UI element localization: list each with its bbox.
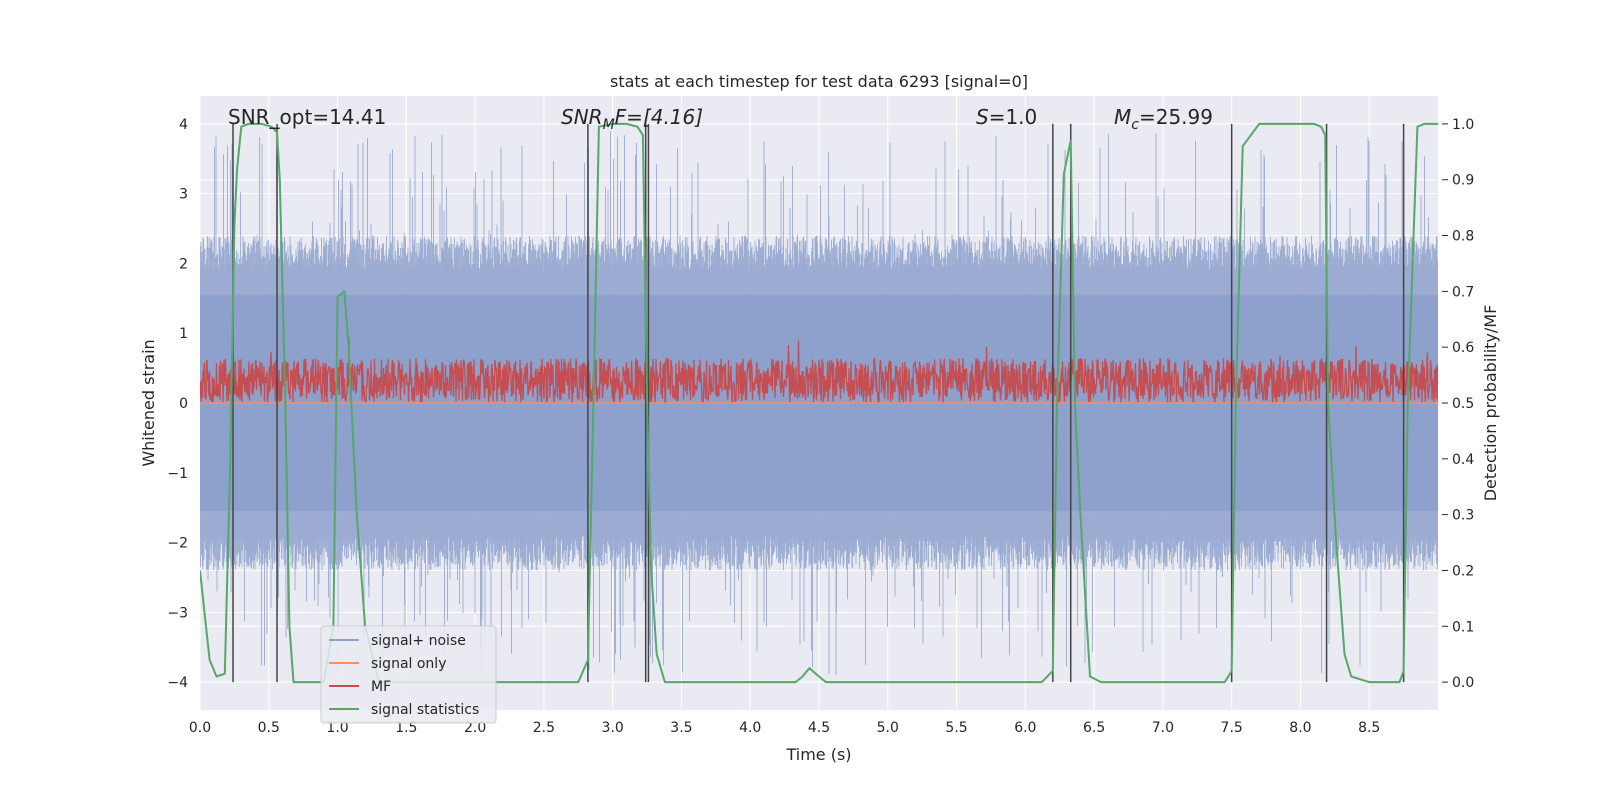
y-right-tick-label: 0.4 xyxy=(1452,452,1474,468)
x-tick-label: 0.0 xyxy=(189,720,211,736)
y-right-tick-label: 0.6 xyxy=(1452,340,1474,356)
y-tick-label: 3 xyxy=(179,187,188,203)
legend-label-mf: MF xyxy=(371,679,391,695)
y-tick-label: −1 xyxy=(167,466,188,482)
s-annotation: S=1.0 xyxy=(976,105,1037,129)
s-rest: =1.0 xyxy=(989,105,1038,129)
legend-label-signal-only: signal only xyxy=(371,656,446,672)
y-axis-label: Whitened strain xyxy=(139,339,158,466)
y-tick-label: −3 xyxy=(167,605,188,621)
y-right-tick-label: 0.9 xyxy=(1452,173,1474,189)
s-var: S xyxy=(976,105,989,129)
snr-mf-rest: F=[4.16] xyxy=(615,105,703,129)
snr-mf-annotation: SNRMF=[4.16] xyxy=(561,105,703,133)
y-right-tick-label: 1.0 xyxy=(1452,117,1474,133)
y-tick-label: 0 xyxy=(179,396,188,412)
snr-opt-annotation: SNR_opt=14.41 xyxy=(228,105,386,129)
y-right-tick-label: 0.8 xyxy=(1452,229,1474,245)
x-tick-label: 6.5 xyxy=(1083,720,1105,736)
mc-annotation: Mc=25.99 xyxy=(1114,105,1213,133)
vertical-markers xyxy=(232,123,1405,683)
x-tick-label: 8.0 xyxy=(1289,720,1311,736)
x-tick-label: 3.5 xyxy=(670,720,692,736)
mc-rest: =25.99 xyxy=(1139,105,1213,129)
mc-sub: c xyxy=(1131,117,1139,133)
legend: signal+ noise signal only MF signal stat… xyxy=(320,625,497,724)
mc-var: M xyxy=(1114,105,1131,129)
y-axis-right-label: Detection probability/MF xyxy=(1481,305,1500,502)
y-tick-label: 2 xyxy=(179,256,188,272)
x-tick-label: 7.5 xyxy=(1221,720,1243,736)
x-tick-label: 0.5 xyxy=(258,720,280,736)
legend-box xyxy=(320,625,497,724)
x-tick-label: 2.5 xyxy=(533,720,555,736)
x-tick-label: 5.5 xyxy=(945,720,967,736)
x-axis-label: Time (s) xyxy=(785,745,851,764)
signal-statistics-trace xyxy=(200,122,1438,684)
ticks: 0.0 0.5 1.0 1.5 2.0 2.5 3.0 3.5 4.0 4.5 5.0 5.5 6.0 6… xyxy=(167,117,1474,736)
y-tick-label: 1 xyxy=(179,326,188,342)
y-right-tick-label: 0.0 xyxy=(1452,675,1474,691)
legend-label-signal-statistics: signal statistics xyxy=(371,702,479,718)
x-tick-label: 4.5 xyxy=(808,720,830,736)
y-tick-label: 4 xyxy=(179,117,188,133)
y-right-tick-label: 0.5 xyxy=(1452,396,1474,412)
x-tick-label: 7.0 xyxy=(1152,720,1174,736)
x-tick-label: 1.5 xyxy=(395,720,417,736)
x-tick-label: 2.0 xyxy=(464,720,486,736)
snr-mf-sub: M xyxy=(603,117,615,133)
legend-label-signal-noise: signal+ noise xyxy=(371,633,466,649)
signal-statistics-series xyxy=(200,122,1438,684)
x-tick-label: 6.0 xyxy=(1014,720,1036,736)
y-right-tick-label: 0.7 xyxy=(1452,284,1474,300)
y-tick-label: −2 xyxy=(167,536,188,552)
x-tick-label: 4.0 xyxy=(739,720,761,736)
x-tick-label: 5.0 xyxy=(877,720,899,736)
y-right-tick-label: 0.2 xyxy=(1452,563,1474,579)
chart-title: stats at each timestep for test data 629… xyxy=(610,72,1028,91)
x-tick-label: 3.0 xyxy=(602,720,624,736)
y-right-tick-label: 0.3 xyxy=(1452,508,1474,524)
x-tick-label: 8.5 xyxy=(1358,720,1380,736)
snr-mf-base: SNR xyxy=(561,105,603,129)
x-tick-label: 1.0 xyxy=(326,720,348,736)
y-right-tick-label: 0.1 xyxy=(1452,619,1474,635)
y-tick-label: −4 xyxy=(167,675,188,691)
